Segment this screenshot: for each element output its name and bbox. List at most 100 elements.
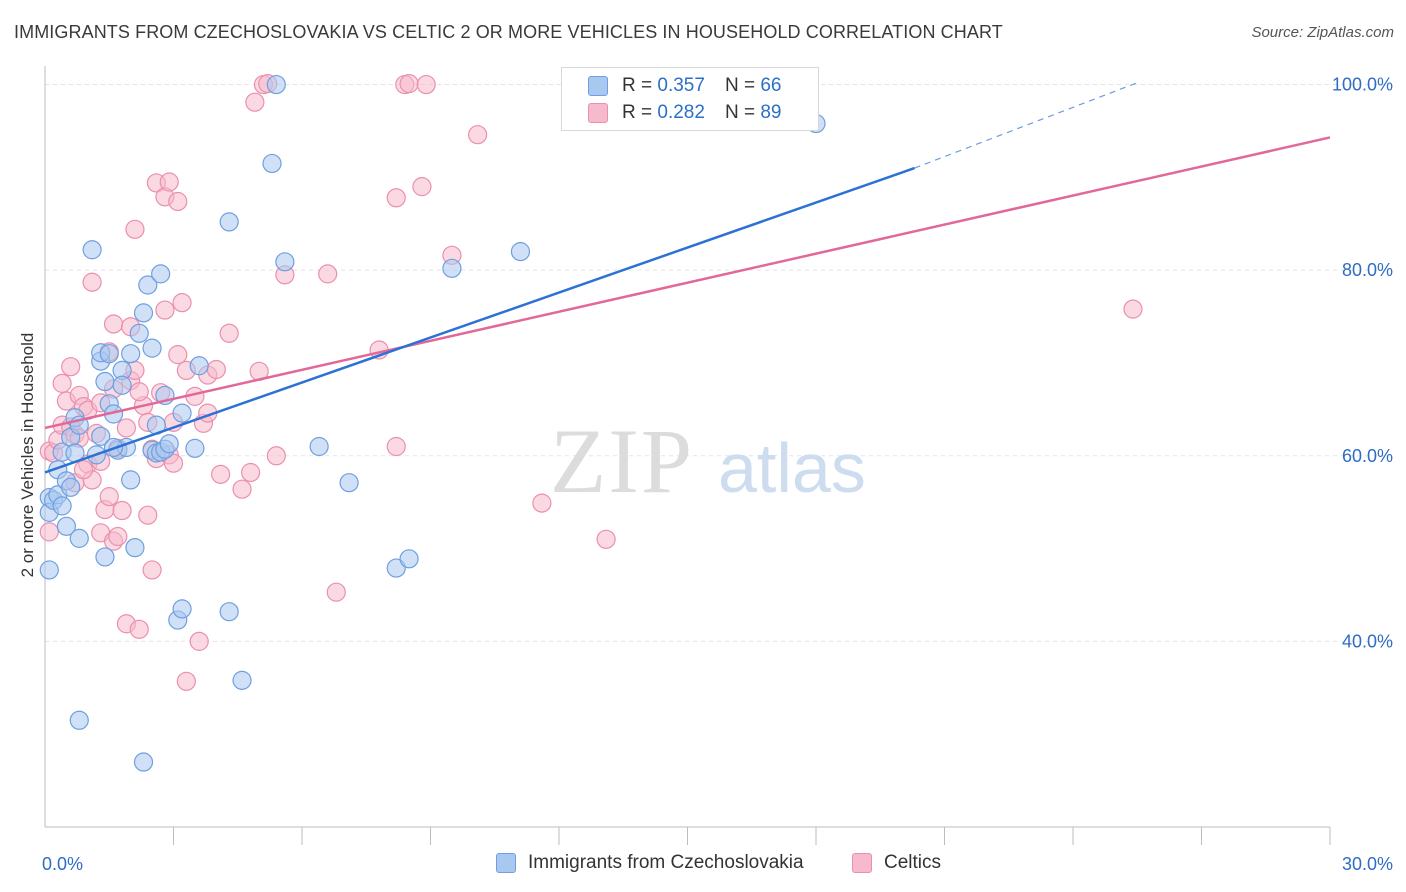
legend-swatch-blue [588, 76, 608, 96]
bottom-legend-label: Immigrants from Czechoslovakia [528, 852, 804, 873]
data-point [172, 293, 192, 313]
data-point [159, 172, 179, 192]
data-point [82, 240, 102, 260]
legend-n-value: 89 [760, 102, 782, 123]
legend-n-label: N = [724, 102, 756, 123]
data-point [125, 538, 145, 558]
data-point [189, 356, 209, 376]
data-point [1123, 299, 1143, 319]
data-point [416, 74, 436, 95]
data-point [155, 300, 175, 320]
bottom-legend-czechoslovakia: Immigrants from Czechoslovakia [496, 852, 804, 874]
watermark-atlas: atlas [718, 429, 866, 507]
data-point [116, 418, 136, 438]
data-point [399, 549, 419, 569]
data-point [399, 74, 419, 94]
bottom-legend-celtics: Celtics [852, 852, 941, 874]
data-point [95, 371, 115, 392]
x-tick-label: 30.0% [1342, 854, 1393, 874]
tick-labels: 100.0% 80.0% 60.0% 40.0% 0.0% 30.0% [42, 75, 1393, 874]
data-point [386, 558, 406, 578]
y-tick-label: 100.0% [1332, 75, 1393, 95]
data-point [219, 323, 239, 343]
chart-title: IMMIGRANTS FROM CZECHOSLOVAKIA VS CELTIC… [14, 22, 1003, 42]
data-point [129, 382, 149, 402]
legend-row-czechoslovakia: R = 0.357 N = 66 [588, 74, 781, 98]
data-point [52, 496, 72, 516]
data-point [172, 403, 192, 423]
data-point [61, 477, 81, 497]
data-point [168, 191, 188, 212]
data-point [532, 493, 552, 513]
data-point [52, 373, 72, 393]
data-point [129, 619, 149, 639]
data-point [95, 547, 115, 567]
data-point [73, 460, 94, 480]
data-point [262, 153, 282, 174]
data-point [172, 599, 192, 619]
grid-layer [45, 84, 1390, 642]
x-tick-label: 0.0% [42, 854, 83, 874]
data-point [412, 177, 432, 197]
data-point [112, 500, 132, 521]
data-point [125, 219, 145, 239]
data-point [386, 188, 406, 208]
data-point [69, 710, 89, 730]
legend-r-value: 0.282 [657, 102, 705, 123]
data-point [61, 357, 81, 377]
data-point [91, 426, 111, 446]
data-point [339, 473, 359, 493]
data-point [232, 479, 252, 499]
bottom-legend-swatch-blue [496, 853, 516, 873]
data-point [103, 314, 124, 334]
y-tick-label: 40.0% [1342, 631, 1393, 651]
data-point [133, 303, 154, 323]
legend-n-value: 66 [760, 75, 782, 96]
data-point [176, 671, 196, 691]
data-point [185, 438, 205, 458]
data-point [326, 582, 346, 602]
legend-r-label: R = [622, 102, 653, 123]
bottom-legend: Immigrants from Czechoslovakia Celtics [0, 852, 1406, 878]
data-point [442, 258, 462, 278]
czechoslovakia-trend-line [44, 166, 915, 474]
data-point [121, 344, 141, 364]
y-tick-label: 60.0% [1342, 446, 1393, 466]
data-point [241, 462, 261, 483]
data-point [99, 487, 119, 507]
data-point [108, 526, 128, 547]
data-point [318, 264, 338, 284]
data-point [168, 345, 188, 365]
bottom-legend-swatch-pink [852, 853, 872, 873]
chart-source: Source: ZipAtlas.com [1251, 24, 1394, 41]
data-point [133, 752, 154, 772]
data-point [266, 446, 286, 466]
data-point [232, 670, 252, 690]
data-point [129, 323, 149, 343]
legend-row-celtics: R = 0.282 N = 89 [588, 101, 781, 125]
legend-n-label: N = [724, 75, 756, 96]
data-point [211, 464, 231, 484]
legend-swatch-pink [588, 103, 608, 123]
trend-layer [44, 82, 1331, 474]
celtics-points [39, 74, 1143, 691]
data-point [138, 275, 158, 295]
data-point [596, 529, 616, 549]
watermark-zip: ZIP [550, 410, 694, 512]
bottom-legend-label: Celtics [884, 852, 942, 873]
data-point [142, 338, 162, 358]
data-point [39, 522, 59, 542]
data-point [151, 264, 171, 284]
y-axis-label: 2 or more Vehicles in Household [18, 332, 37, 578]
data-point [468, 125, 488, 145]
data-point [386, 436, 406, 457]
data-point [82, 272, 102, 292]
data-point [245, 92, 265, 112]
data-point [159, 434, 179, 454]
data-point [163, 453, 184, 473]
legend-r-label: R = [622, 75, 653, 96]
data-point [275, 252, 295, 272]
celtics-trend-line [44, 136, 1331, 430]
data-point [189, 631, 209, 651]
